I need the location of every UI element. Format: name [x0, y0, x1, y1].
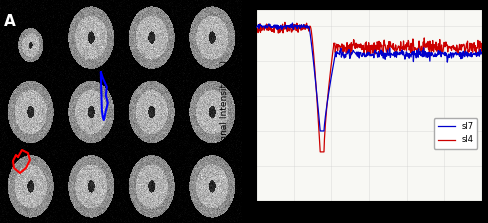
sl4	[253, 26, 259, 29]
sl4	[380, 52, 386, 55]
Text: B: B	[216, 0, 227, 7]
sl7	[325, 101, 330, 104]
sl4	[282, 21, 288, 24]
sl7	[289, 22, 295, 24]
sl4	[459, 43, 465, 46]
Legend: sl7, sl4: sl7, sl4	[434, 118, 477, 149]
sl7	[459, 52, 465, 54]
sl4	[420, 48, 426, 51]
sl7	[349, 52, 355, 54]
Text: A: A	[4, 14, 16, 29]
sl7	[420, 56, 426, 58]
Line: sl4: sl4	[256, 22, 482, 152]
sl7	[479, 52, 485, 55]
sl7	[317, 130, 323, 132]
sl4	[317, 151, 323, 153]
sl7	[380, 57, 386, 60]
sl4	[349, 43, 355, 46]
sl4	[479, 50, 485, 52]
sl4	[325, 100, 330, 103]
sl7	[391, 51, 397, 54]
sl4	[391, 47, 397, 50]
Line: sl7: sl7	[256, 23, 482, 131]
Y-axis label: Signal Intensity (%): Signal Intensity (%)	[220, 60, 228, 149]
sl7	[253, 26, 259, 29]
